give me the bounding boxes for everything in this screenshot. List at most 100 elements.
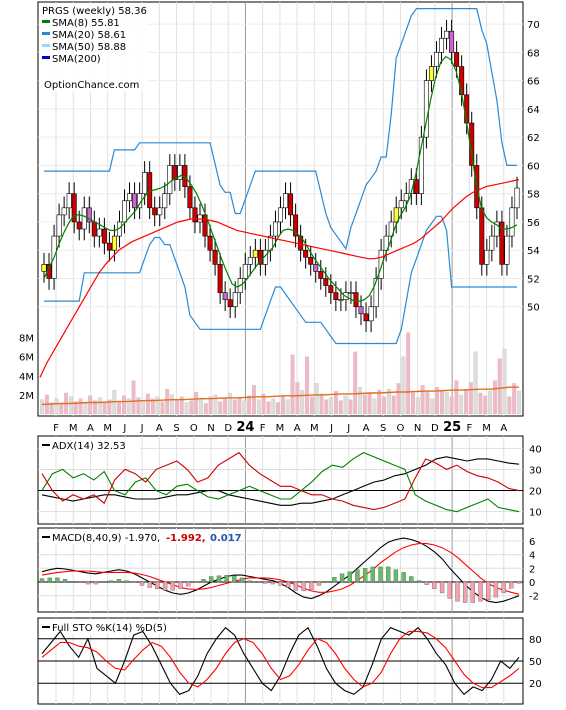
indicator-tick-label: 2 xyxy=(529,564,535,575)
month-label: J xyxy=(122,423,126,434)
macd-histogram-bar xyxy=(393,569,399,583)
month-label: 24 xyxy=(236,420,254,435)
month-label: S xyxy=(380,423,386,434)
candle-body xyxy=(177,165,183,180)
month-label: J xyxy=(329,423,333,434)
volume-bar xyxy=(420,385,425,415)
indicator-line-signal xyxy=(41,543,520,595)
volume-bar xyxy=(497,358,502,415)
candle-body xyxy=(247,256,253,265)
indicator-title: MACD(8,40,9) -1.970, xyxy=(52,533,160,544)
volume-bar xyxy=(386,389,391,415)
volume-bar xyxy=(459,394,464,415)
macd-histogram-bar xyxy=(462,581,468,603)
candle-body xyxy=(388,221,394,237)
volume-bar xyxy=(396,383,401,415)
indicator-line--di xyxy=(41,451,520,511)
month-label: N xyxy=(207,423,214,434)
candle-body xyxy=(318,271,324,279)
indicator-line-macd xyxy=(41,537,520,604)
candle-body xyxy=(202,214,208,237)
month-label: F xyxy=(53,423,59,434)
volume-bar xyxy=(324,399,329,415)
indicator-title: Full STO %K(14) %D(5) xyxy=(52,623,167,634)
volume-bar xyxy=(425,390,430,415)
volume-tick-label: 4M xyxy=(19,372,34,383)
volume-bar xyxy=(227,392,232,415)
candle-body xyxy=(348,292,354,294)
macd-histogram-bar xyxy=(486,581,491,600)
volume-bar xyxy=(121,395,126,415)
volume-bar xyxy=(353,351,358,415)
volume-bar xyxy=(213,394,218,415)
indicator-tick-label: -2 xyxy=(529,592,539,603)
volume-bar xyxy=(126,398,131,415)
candle-body xyxy=(398,200,404,209)
candle-body xyxy=(484,249,490,265)
volume-bar xyxy=(155,396,160,415)
macd-histogram-bar xyxy=(155,581,160,590)
candle-body xyxy=(413,179,419,194)
month-label: J xyxy=(140,423,144,434)
volume-bar xyxy=(68,396,73,415)
legend-swatch xyxy=(42,44,50,47)
candle-body xyxy=(328,285,334,293)
volume-bar xyxy=(300,389,305,415)
volume-bar xyxy=(78,398,83,415)
month-label: O xyxy=(190,423,198,434)
volume-bar xyxy=(488,390,493,415)
volume-bar xyxy=(256,399,261,415)
candle-body xyxy=(207,235,213,251)
legend-label: SMA(50) 58.88 xyxy=(52,42,126,53)
month-label: M xyxy=(482,423,491,434)
month-label: A xyxy=(363,423,370,434)
candle-body xyxy=(303,249,309,258)
volume-bar xyxy=(54,398,59,415)
volume-bar xyxy=(97,397,102,415)
macd-histogram-bar xyxy=(132,581,137,583)
volume-bar xyxy=(179,396,184,415)
candle-body xyxy=(454,52,460,67)
price-tick-label: 62 xyxy=(527,133,540,144)
macd-histogram-bar xyxy=(516,581,522,584)
month-label: M xyxy=(276,423,285,434)
volume-bar xyxy=(203,403,208,415)
macd-histogram-bar xyxy=(86,581,91,585)
candle-body xyxy=(499,221,505,265)
macd-histogram-bar xyxy=(278,581,283,586)
watermark-label: OptionChance.com xyxy=(44,80,139,91)
candle-body xyxy=(418,136,424,194)
indicator-label-bg xyxy=(40,620,180,634)
month-label: D xyxy=(431,423,439,434)
candle-body xyxy=(323,278,329,286)
candle-body xyxy=(479,207,485,265)
macd-histogram-bar xyxy=(147,581,152,588)
macd-histogram-bar xyxy=(432,581,437,590)
candle-body xyxy=(494,221,500,237)
volume-bar xyxy=(199,398,203,415)
macd-histogram-bar xyxy=(355,569,360,583)
volume-bar xyxy=(415,397,420,415)
macd-histogram-bar xyxy=(55,577,60,583)
macd-histogram-bar xyxy=(124,580,129,583)
candle-body xyxy=(277,207,283,223)
candle-body xyxy=(514,187,520,209)
candle-body xyxy=(106,242,112,251)
month-label: M xyxy=(310,423,319,434)
indicator-tick-label: 40 xyxy=(529,444,542,455)
volume-bar xyxy=(507,396,512,415)
indicator-tick-label: 20 xyxy=(529,487,542,498)
candle-body xyxy=(81,207,87,230)
volume-bar xyxy=(232,399,237,415)
legend-swatch xyxy=(42,32,50,35)
indicator-title: ADX(14) 32.53 xyxy=(52,441,126,452)
macd-histogram-bar xyxy=(193,581,199,583)
volume-bar xyxy=(338,400,343,415)
legend-box xyxy=(40,4,148,92)
volume-bar xyxy=(411,392,415,415)
candle-body xyxy=(444,30,450,39)
macd-histogram-bar xyxy=(316,581,322,586)
candle-body xyxy=(127,193,133,202)
volume-bar xyxy=(362,394,367,415)
volume-bar xyxy=(454,380,459,415)
